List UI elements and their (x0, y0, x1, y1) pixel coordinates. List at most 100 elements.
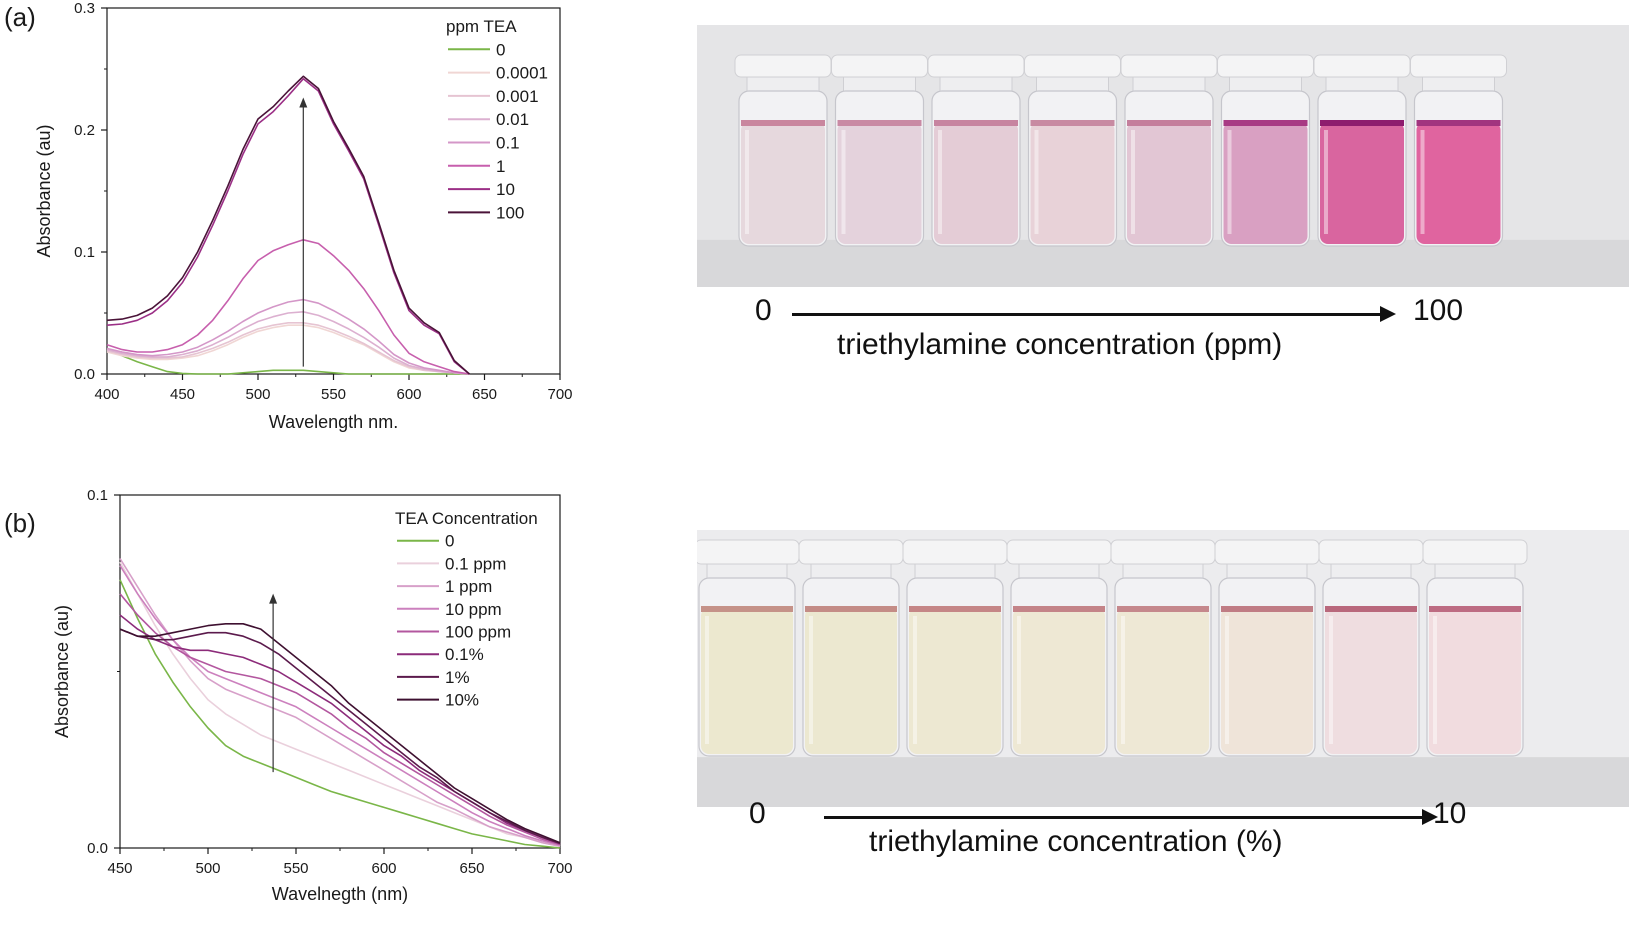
series-line-a-3 (106, 310, 470, 375)
x-tick-label: 650 (459, 860, 484, 877)
vial-liquid (741, 122, 825, 244)
vial-liquid (909, 608, 1001, 754)
vial-liquid (1013, 608, 1105, 754)
vial-cap (697, 539, 800, 565)
gradient-arrow-shaft-b (824, 816, 1424, 819)
legend-entry: 10 (496, 180, 515, 199)
vial-cap (1313, 54, 1411, 78)
vial-meniscus (701, 606, 793, 612)
vial-highlight (841, 130, 846, 234)
vial (1214, 539, 1320, 757)
absorbance-chart-a: 400 450 500 550 600 650 700 0.0 0.1 0.2 0.3 Wavelen… (34, 0, 573, 432)
series-line-a-4 (106, 298, 470, 375)
vial (1318, 539, 1424, 757)
y-tick-label: 0.1 (87, 487, 108, 504)
vial-cap (1217, 54, 1314, 78)
vial-photo-b (697, 530, 1629, 807)
legend-entry: 0.1% (445, 645, 484, 664)
vial-highlight (913, 616, 917, 744)
vial (927, 54, 1025, 247)
vial-liquid (934, 122, 1018, 244)
x-tick-label: 700 (547, 860, 572, 877)
x-tick-label: 500 (195, 860, 220, 877)
concentration-gradient-a: 0 100 triethylamine concentration (ppm) (697, 290, 1629, 370)
vial (1422, 539, 1528, 757)
vial-meniscus (1325, 606, 1417, 612)
vial-cap (927, 54, 1025, 78)
vial-meniscus (1429, 606, 1521, 612)
vial-liquid (1320, 122, 1404, 244)
vial-liquid (1221, 608, 1313, 754)
vial-liquid (1030, 122, 1115, 244)
legend-entry: 1% (445, 668, 470, 687)
x-tick-label: 400 (94, 386, 119, 403)
vial-highlight (1420, 130, 1425, 234)
photo-tabletop (697, 239, 1629, 287)
vial-liquid (701, 608, 793, 754)
y-axis-title-b: Absorbance (au) (52, 605, 72, 738)
vial-liquid (805, 608, 897, 754)
vial-highlight (1324, 130, 1328, 234)
gradient-arrow-head-a (1380, 306, 1396, 322)
vial-cap (1318, 539, 1424, 565)
vial-liquid (1416, 122, 1501, 244)
legend-entry: 10 ppm (445, 600, 502, 619)
vial-liquid (1127, 122, 1211, 244)
legend-entry: 0 (445, 532, 454, 551)
vial-meniscus (1013, 606, 1105, 612)
gradient-end-label-b: 10 (1433, 797, 1467, 830)
vial-highlight (705, 616, 709, 744)
x-tick-label: 700 (547, 386, 572, 403)
x-tick-label: 600 (396, 386, 421, 403)
vial-cap (1024, 54, 1121, 78)
legend-entry: 100 (496, 203, 524, 222)
x-tick-label: 600 (371, 860, 396, 877)
vial-cap (798, 539, 904, 565)
vial (1313, 54, 1411, 247)
series-line-a-7 (106, 75, 470, 375)
series-line-a-1 (106, 324, 470, 375)
x-axis-title-a: Wavelength nm. (269, 412, 398, 432)
vial-meniscus (1320, 120, 1404, 126)
legend-entry: 0.01 (496, 110, 529, 129)
vial-cap (902, 539, 1008, 565)
gradient-start-label-a: 0 (755, 294, 772, 327)
legend-entry: 0.1 ppm (445, 554, 506, 573)
series-line-a-2 (106, 321, 470, 375)
series-line-b-7 (119, 623, 561, 844)
vial-meniscus (1127, 120, 1211, 126)
vial-highlight (1017, 616, 1021, 744)
legend-entry: 0.0001 (496, 64, 548, 83)
series-line-b-4 (119, 593, 561, 846)
x-tick-label: 650 (472, 386, 497, 403)
vial-meniscus (1221, 606, 1313, 612)
vial-meniscus (909, 606, 1001, 612)
series-line-b-0 (119, 579, 561, 849)
vial-highlight (1034, 130, 1039, 234)
x-tick-label: 550 (283, 860, 308, 877)
vial-cap (831, 54, 928, 78)
vial-photo-a (697, 25, 1629, 287)
x-tick-label: 500 (245, 386, 270, 403)
legend-entry: 1 ppm (445, 577, 492, 596)
vial (734, 54, 832, 247)
vial-meniscus (1223, 120, 1308, 126)
y-tick-label: 0.2 (74, 122, 95, 139)
series-line-b-3 (119, 565, 561, 846)
vial-meniscus (1030, 120, 1115, 126)
trend-arrow-head-b (269, 593, 278, 604)
vial-cap (1006, 539, 1112, 565)
vial-row-b (697, 530, 1629, 807)
vial (1410, 54, 1507, 247)
vial-highlight (1433, 616, 1437, 744)
legend-entry: 100 ppm (445, 623, 511, 642)
gradient-title-a: triethylamine concentration (ppm) (837, 328, 1283, 361)
vial-row-a (697, 25, 1629, 287)
y-tick-label: 0.3 (74, 0, 95, 17)
vial-cap (1422, 539, 1528, 565)
vial-highlight (938, 130, 942, 234)
vial-highlight (809, 616, 813, 744)
vial-meniscus (805, 606, 897, 612)
legend-entry: 0.1 (496, 134, 520, 153)
vial-meniscus (1416, 120, 1501, 126)
